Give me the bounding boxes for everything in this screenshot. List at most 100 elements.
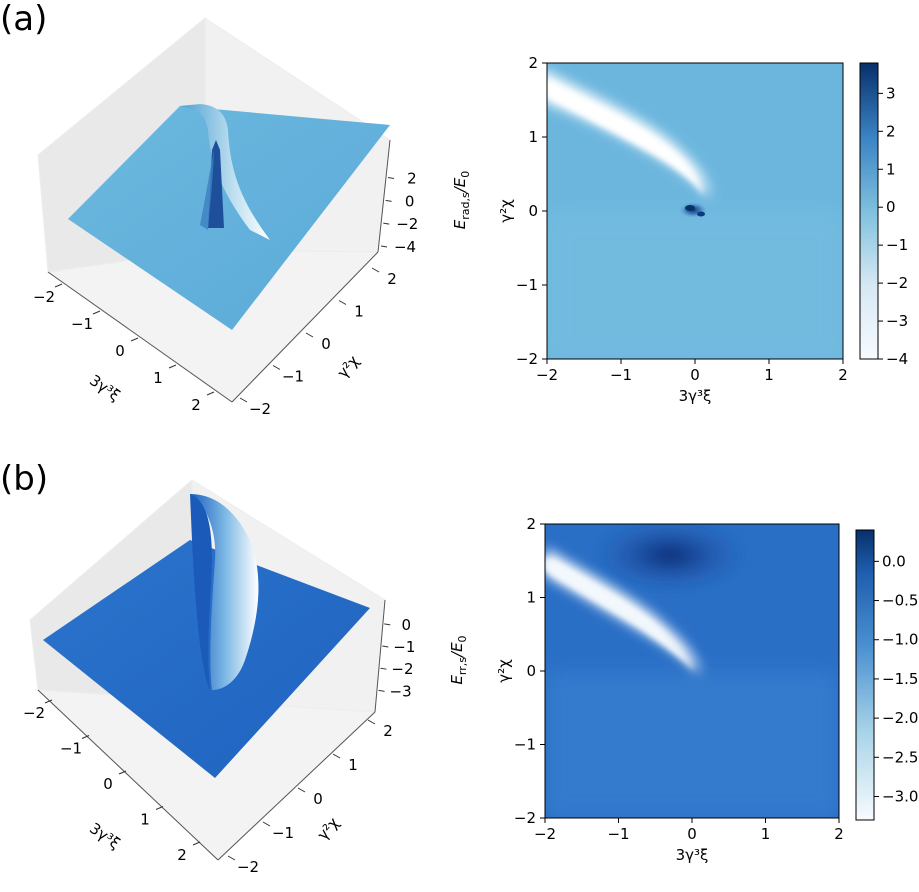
y3d-tick-mark (239, 397, 248, 403)
y3d-tick-mark (297, 787, 306, 793)
x3d-axis-label: 3γ³ξ (86, 819, 123, 853)
x3d-tick-label: −1 (71, 315, 93, 333)
surface-a-ridge (180, 104, 270, 240)
y3d-tick-label: −2 (237, 858, 259, 876)
colorbar-tick-label: 1 (886, 160, 896, 178)
heatmap-a-spot-core (685, 205, 695, 211)
y-tick-label: 2 (528, 54, 538, 72)
z3d-tick-mark (382, 645, 389, 648)
y-tick-label: −2 (514, 809, 536, 827)
heatmap-a-ridge-core (547, 80, 704, 196)
y-axis-line-a (231, 251, 379, 403)
colorbar-b (855, 529, 875, 821)
x3d-tick-label: 1 (153, 369, 163, 387)
colorbar-tick-label: −2.0 (882, 709, 918, 727)
panel-label-b: (b) (0, 459, 49, 499)
x-tick-label: 2 (838, 366, 848, 384)
z3d-tick-mark (387, 177, 395, 180)
y3d-tick-label: 2 (387, 270, 397, 288)
z3d-axis-label: Erad,s/E0 (451, 171, 472, 230)
panel-label-a: (a) (0, 0, 48, 39)
y3d-tick-mark (227, 855, 236, 861)
x3d-tick-mark (92, 310, 101, 315)
x3d-tick-mark (192, 841, 201, 846)
x-tick-label: −2 (534, 825, 556, 843)
y-tick-label: −1 (514, 736, 536, 754)
z-axis-line-a (377, 139, 391, 253)
x3d-tick-mark (81, 735, 90, 739)
y-axis-line-b (217, 711, 376, 861)
y3d-tick-label: 1 (354, 303, 364, 321)
z3d-axis-label: Err,s/E0 (448, 635, 469, 684)
z3d-tick-label: −2 (396, 215, 418, 233)
y-tick-label: −1 (516, 276, 538, 294)
z3d-axis-label-part: 0 (456, 635, 469, 642)
colorbar-tick-label: −3 (886, 312, 908, 330)
z3d-tick-mark (383, 222, 390, 225)
y-axis-label: γ²χ (495, 659, 513, 683)
x3d-tick-mark (44, 699, 53, 704)
y-tick-label: 1 (528, 128, 538, 146)
z3d-tick-mark (380, 667, 387, 670)
y-tick-label: 1 (526, 589, 536, 607)
z3d-axis-label-part: E (448, 675, 466, 685)
colorbar-a (859, 62, 879, 360)
colorbar-tick-label: −2 (886, 274, 908, 292)
colorbar-tick-label: −0.5 (882, 592, 918, 610)
z3d-axis-label-part: 0 (459, 171, 472, 178)
z3d-axis-label-part: rr,s (456, 657, 469, 675)
z3d-axis-label-part: /E (451, 177, 469, 194)
colorbar-tick-label: −3.0 (882, 787, 918, 805)
y3d-tick-label: −2 (249, 400, 271, 418)
x3d-axis-label: 3γ³ξ (86, 371, 123, 405)
y-axis-label: γ²χ (497, 199, 515, 223)
colorbar-tick-label: 3 (886, 84, 896, 102)
y3d-tick-mark (305, 332, 314, 338)
heatmap-b: −2 −1 0 1 2 −2 −1 0 1 2 3γ³ξ γ²χ 0.0 −0.5 −1.0 −1.5 −2.… (495, 515, 918, 864)
x3d-tick-label: 1 (140, 811, 150, 829)
y3d-tick-label: 2 (383, 722, 393, 740)
z3d-tick-label: 0 (405, 192, 415, 210)
x3d-tick-mark (206, 391, 215, 396)
y3d-tick-mark (338, 300, 347, 305)
colorbar-tick-label: 0.0 (882, 552, 906, 570)
y3d-tick-label: −1 (282, 368, 304, 386)
surface-b-trough-wall (190, 494, 212, 690)
x-tick-label: 0 (690, 366, 700, 384)
x3d-tick-mark (118, 770, 127, 775)
y3d-tick-label: 0 (313, 790, 323, 808)
z3d-tick-label: 0 (401, 616, 411, 634)
x3d-tick-mark (130, 337, 139, 342)
x-tick-label: 0 (687, 825, 697, 843)
z3d-tick-label: −3 (390, 682, 412, 700)
colorbar-tick-label: −1.5 (882, 670, 918, 688)
x3d-tick-mark (168, 364, 177, 369)
x3d-tick-label: −1 (60, 740, 82, 758)
heatmap-b-ridge-core (545, 556, 694, 670)
x3d-tick-label: 0 (103, 775, 113, 793)
heatmap-b-lower (545, 672, 839, 818)
x-axis-label: 3γ³ξ (679, 387, 712, 405)
heatmap-a: −2 −1 0 1 2 −2 −1 0 1 2 3γ³ξ γ²χ 3 2 1 0 −1 −2 −3 −4 (497, 54, 908, 405)
y3d-tick-label: 1 (348, 756, 358, 774)
colorbar-tick-label: −4 (886, 350, 908, 368)
x3d-tick-label: −2 (23, 704, 45, 722)
heatmap-a-spot-core2 (697, 211, 705, 217)
x-tick-label: 1 (764, 366, 774, 384)
x3d-tick-label: 2 (177, 846, 187, 864)
heatmap-b-dark (590, 524, 750, 593)
z3d-tick-label: 2 (407, 170, 417, 188)
y3d-tick-mark (371, 267, 380, 273)
x-tick-label: −2 (536, 366, 558, 384)
z3d-tick-label: −1 (393, 638, 415, 656)
z3d-axis-label-part: rad,s (459, 192, 472, 220)
z3d-tick-mark (385, 199, 392, 202)
y-tick-label: −2 (516, 350, 538, 368)
colorbar-tick-label: −2.5 (882, 748, 918, 766)
z3d-axis-label-part: E (451, 219, 469, 229)
z3d-tick-label: −2 (391, 660, 413, 678)
